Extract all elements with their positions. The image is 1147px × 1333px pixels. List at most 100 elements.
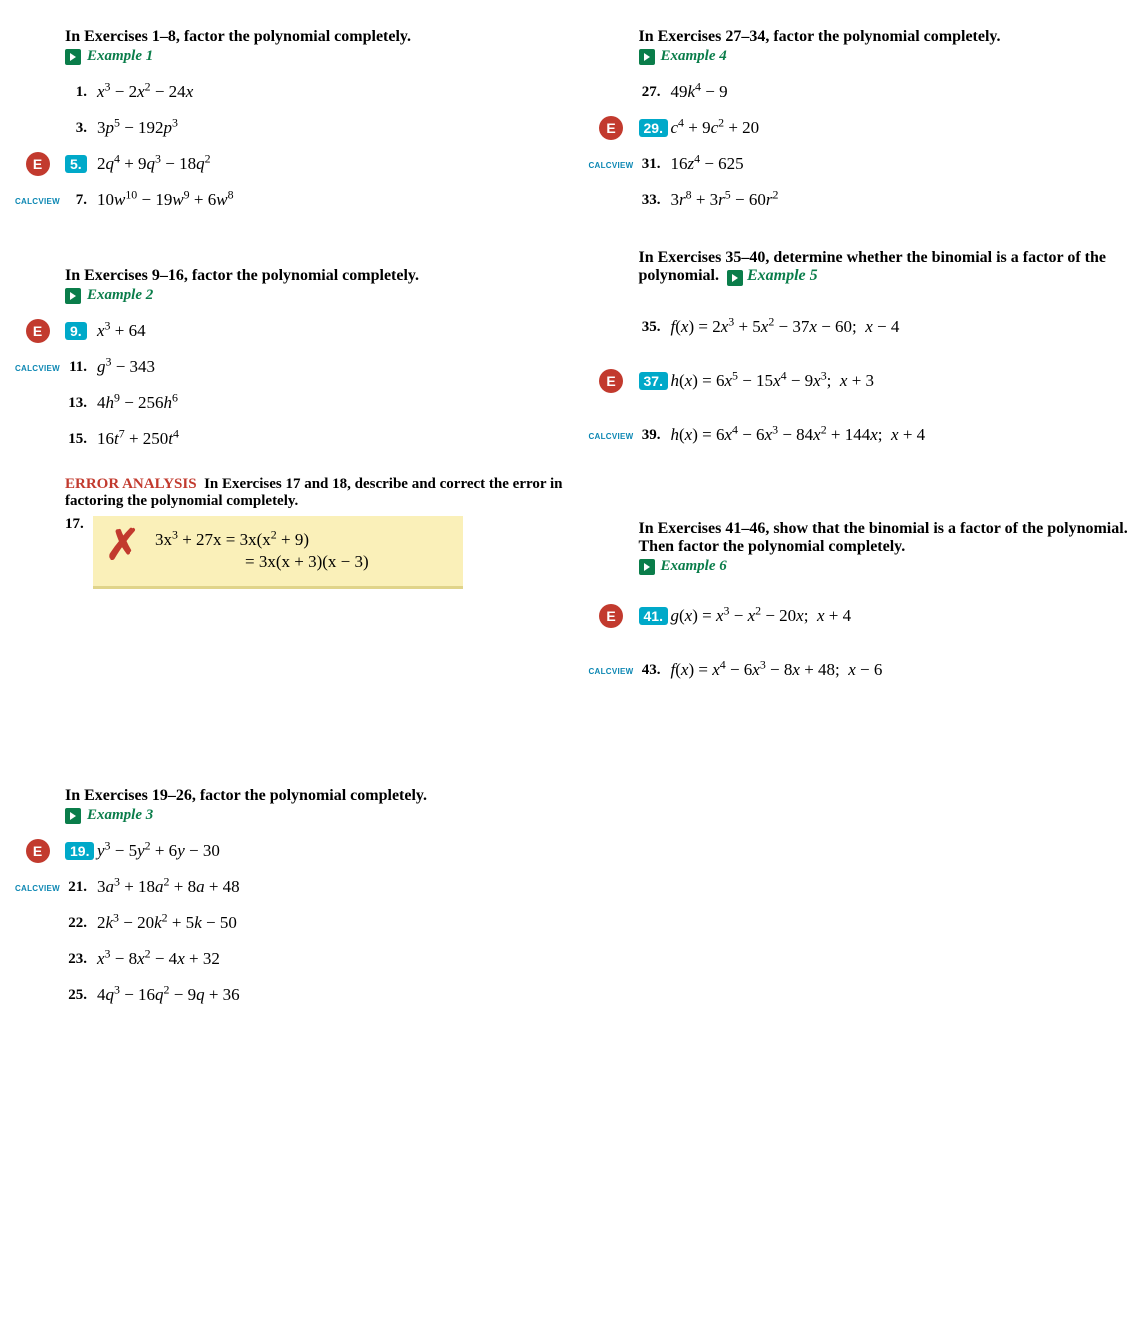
example-3-label: Example 3 (87, 807, 153, 824)
exercise-number: 43. (639, 662, 661, 679)
calcview-icon[interactable]: E (26, 319, 50, 343)
exercise-row: 27. 49k4 − 9 (584, 79, 1138, 105)
example-6-label: Example 6 (661, 558, 727, 575)
exercise-row: 23. x3 − 8x2 − 4x + 32 (10, 946, 564, 972)
example-1-label: Example 1 (87, 48, 153, 65)
exercise-expression: 49k4 − 9 (671, 82, 728, 102)
play-icon (639, 559, 655, 575)
exercise-row: CALCVIEW 7. 10w10 − 19w9 + 6w8 (10, 187, 564, 213)
example-5-label: Example 5 (747, 267, 818, 284)
calcview-label: CALCVIEW (15, 884, 60, 893)
exercise-row: 33. 3r8 + 3r5 − 60r2 (584, 187, 1138, 213)
exercise-expression: h(x) = 6x4 − 6x3 − 84x2 + 144x; x + 4 (671, 425, 926, 445)
section-2-list: E9.x3 + 64CALCVIEW11.g3 − 34313.4h9 − 25… (10, 318, 564, 452)
exercise-number: 19. (65, 842, 87, 861)
exercise-row: 3.3p5 − 192p3 (10, 115, 564, 141)
exercise-row: CALCVIEW 31. 16z4 − 625 (584, 151, 1138, 177)
calcview-label: CALCVIEW (15, 197, 60, 206)
example-3-link[interactable]: Example 3 (65, 807, 564, 824)
exercise-row: E 29. c4 + 9c2 + 20 (584, 115, 1138, 141)
exercise-number: 23. (65, 951, 87, 968)
exercise-expression: x3 − 2x2 − 24x (97, 82, 193, 102)
example-2-label: Example 2 (87, 287, 153, 304)
exercise-expression: 4h9 − 256h6 (97, 393, 178, 413)
play-icon (639, 49, 655, 65)
play-icon (65, 808, 81, 824)
exercise-number: 13. (65, 395, 87, 412)
error-line-1: 3x3 + 27x = 3x(x2 + 9) (155, 530, 445, 550)
error-17-num: 17. (65, 516, 93, 589)
exercise-number: 29. (639, 119, 661, 138)
example-4-link[interactable]: Example 4 (639, 48, 1138, 65)
play-icon (65, 49, 81, 65)
exercise-expression: 2k3 − 20k2 + 5k − 50 (97, 913, 237, 933)
exercise-number: 33. (639, 192, 661, 209)
exercise-number: 11. (65, 359, 87, 376)
calcview-icon[interactable]: E (599, 369, 623, 393)
exercise-expression: 16z4 − 625 (671, 154, 744, 174)
section-5-head: In Exercises 35–40, determine whether th… (639, 249, 1138, 286)
exercise-expression: 3p5 − 192p3 (97, 118, 178, 138)
exercise-row: E9.x3 + 64 (10, 318, 564, 344)
calcview-icon[interactable]: E (599, 116, 623, 140)
exercise-expression: 3r8 + 3r5 − 60r2 (671, 190, 779, 210)
exercise-expression: 10w10 − 19w9 + 6w8 (97, 190, 234, 210)
exercise-expression: 16t7 + 250t4 (97, 429, 179, 449)
calcview-label: CALCVIEW (588, 432, 633, 441)
exercise-number: 39. (639, 427, 661, 444)
exercise-expression: x3 − 8x2 − 4x + 32 (97, 949, 220, 969)
exercise-row: 13. 4h9 − 256h6 (10, 390, 564, 416)
exercise-row: 22. 2k3 − 20k2 + 5k − 50 (10, 910, 564, 936)
exercise-row: CALCVIEW11.g3 − 343 (10, 354, 564, 380)
exercise-expression: c4 + 9c2 + 20 (671, 118, 760, 138)
exercise-expression: g3 − 343 (97, 357, 155, 377)
exercise-row: CALCVIEW 21. 3a3 + 18a2 + 8a + 48 (10, 874, 564, 900)
exercise-expression: 4q3 − 16q2 − 9q + 36 (97, 985, 240, 1005)
exercise-row: 25.4q3 − 16q2 − 9q + 36 (10, 982, 564, 1008)
section-3-head: In Exercises 19–26, factor the polynomia… (65, 787, 564, 805)
example-1-link[interactable]: Example 1 (65, 48, 564, 65)
exercise-number: 5. (65, 155, 87, 174)
exercise-expression: f(x) = x4 − 6x3 − 8x + 48; x − 6 (671, 660, 883, 680)
example-2-link[interactable]: Example 2 (65, 287, 564, 304)
play-icon (65, 288, 81, 304)
exercise-expression: x3 + 64 (97, 321, 146, 341)
exercise-row: 15. 16t7 + 250t4 (10, 426, 564, 452)
right-column: In Exercises 27–34, factor the polynomia… (584, 20, 1138, 1018)
exercise-number: 41. (639, 607, 661, 626)
section-2-head: In Exercises 9–16, factor the polynomial… (65, 267, 564, 285)
exercise-row: E41.g(x) = x3 − x2 − 20x; x + 4 (584, 603, 1138, 629)
x-mark-icon: ✗ (105, 524, 140, 566)
exercise-number: 1. (65, 84, 87, 101)
exercise-row: 1. x3 − 2x2 − 24x (10, 79, 564, 105)
example-6-link[interactable]: Example 6 (639, 558, 1138, 575)
section-5-list: 35.f(x) = 2x3 + 5x2 − 37x − 60; x − 4 E 37… (584, 314, 1138, 448)
calcview-icon[interactable]: E (26, 839, 50, 863)
exercise-number: 22. (65, 915, 87, 932)
page: In Exercises 1–8, factor the polynomial … (10, 20, 1137, 1018)
exercise-number: 21. (65, 879, 87, 896)
exercise-expression: h(x) = 6x5 − 15x4 − 9x3; x + 3 (671, 371, 875, 391)
section-1-head: In Exercises 1–8, factor the polynomial … (65, 28, 564, 46)
section-4-head: In Exercises 27–34, factor the polynomia… (639, 28, 1138, 46)
calcview-icon[interactable]: E (26, 152, 50, 176)
section-3-list: E19.y3 − 5y2 + 6y − 30CALCVIEW21.3a3 + 1… (10, 838, 564, 1008)
exercise-number: 37. (639, 372, 661, 391)
exercise-number: 27. (639, 84, 661, 101)
exercise-expression: 3a3 + 18a2 + 8a + 48 (97, 877, 240, 897)
calcview-label: CALCVIEW (588, 161, 633, 170)
exercise-expression: f(x) = 2x3 + 5x2 − 37x − 60; x − 4 (671, 317, 900, 337)
section-1-list: 1.x3 − 2x2 − 24x3.3p5 − 192p3E5.2q4 + 9q… (10, 79, 564, 213)
error-analysis-head: ERROR ANALYSIS In Exercises 17 and 18, d… (65, 476, 564, 510)
exercise-number: 7. (65, 192, 87, 209)
error-line-2: = 3x(x + 3)(x − 3) (155, 552, 445, 572)
exercise-number: 15. (65, 431, 87, 448)
exercise-row: 35.f(x) = 2x3 + 5x2 − 37x − 60; x − 4 (584, 314, 1138, 340)
example-4-label: Example 4 (661, 48, 727, 65)
calcview-icon[interactable]: E (599, 604, 623, 628)
exercise-row: E 37. h(x) = 6x5 − 15x4 − 9x3; x + 3 (584, 368, 1138, 394)
section-6-list: E41.g(x) = x3 − x2 − 20x; x + 4CALCVIEW4… (584, 603, 1138, 683)
exercise-row: E5.2q4 + 9q3 − 18q2 (10, 151, 564, 177)
exercise-number: 31. (639, 156, 661, 173)
left-column: In Exercises 1–8, factor the polynomial … (10, 20, 564, 1018)
